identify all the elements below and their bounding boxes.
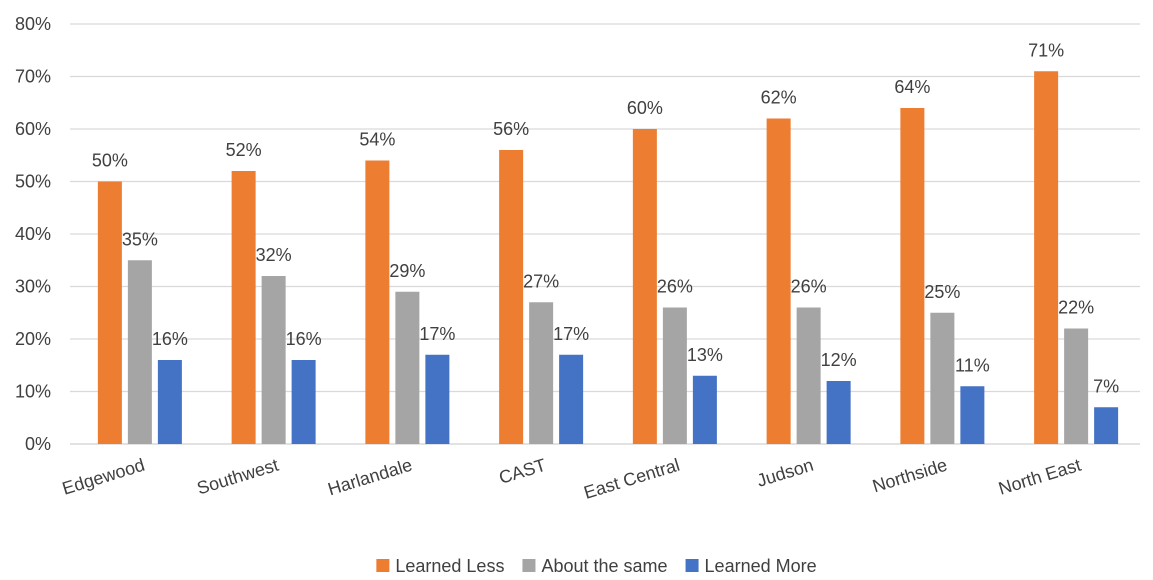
data-label: 22% <box>1058 298 1094 318</box>
bar <box>796 307 821 444</box>
category-label: Southwest <box>195 455 281 499</box>
data-label: 64% <box>894 77 930 97</box>
data-labels: 50% 35% 16% 52% 32% 16% 54% 29% 17% 56% 27% 17% 60% 2… <box>92 40 1119 396</box>
data-label: 11% <box>955 355 990 375</box>
y-tick-label: 80% <box>15 14 51 34</box>
legend-label: Learned Less <box>395 556 504 576</box>
data-label: 26% <box>657 277 693 297</box>
data-label: 16% <box>152 329 188 349</box>
data-label: 60% <box>627 98 663 118</box>
y-tick-label: 70% <box>15 67 51 87</box>
bar <box>395 291 420 444</box>
data-label: 16% <box>286 329 322 349</box>
category-label: East Central <box>581 455 682 503</box>
data-label: 26% <box>791 277 827 297</box>
legend-swatch <box>376 559 390 572</box>
bar <box>97 181 122 444</box>
data-label: 12% <box>821 350 857 370</box>
data-label: 52% <box>226 140 262 160</box>
bar <box>960 386 985 444</box>
bar <box>127 260 152 444</box>
bar <box>632 129 657 444</box>
category-label: North East <box>996 455 1083 499</box>
bar <box>559 354 584 444</box>
bar <box>766 118 791 444</box>
data-label: 17% <box>419 324 455 344</box>
y-tick-label: 30% <box>15 277 51 297</box>
bar <box>365 160 390 444</box>
bar <box>1064 328 1089 444</box>
bar <box>1034 71 1059 444</box>
data-label: 25% <box>924 282 960 302</box>
data-label: 62% <box>761 88 797 108</box>
category-label: Judson <box>754 455 815 491</box>
bar <box>529 302 554 444</box>
y-tick-label: 20% <box>15 329 51 349</box>
data-label: 13% <box>687 345 723 365</box>
legend-label: About the same <box>541 556 667 576</box>
y-tick-label: 50% <box>15 172 51 192</box>
y-tick-label: 10% <box>15 382 51 402</box>
y-axis-ticks: 0% 10% 20% 30% 40% 50% 60% 70% 80% <box>15 14 51 454</box>
bar <box>692 375 717 444</box>
data-label: 56% <box>493 119 529 139</box>
bar <box>291 360 316 444</box>
x-axis-categories: Edgewood Southwest Harlandale CAST East Cent… <box>60 455 1083 503</box>
bar <box>900 108 925 444</box>
gridlines <box>70 23 1140 445</box>
data-label: 35% <box>122 229 158 249</box>
category-label: Harlandale <box>325 455 414 500</box>
y-tick-label: 40% <box>15 224 51 244</box>
bar <box>930 312 955 444</box>
data-label: 7% <box>1093 376 1119 396</box>
category-label: CAST <box>497 455 549 488</box>
legend: Learned Less About the same Learned More <box>376 556 817 576</box>
y-tick-label: 0% <box>25 434 51 454</box>
category-label: Edgewood <box>60 455 147 499</box>
y-tick-label: 60% <box>15 119 51 139</box>
legend-label: Learned More <box>705 556 817 576</box>
bar <box>826 381 851 444</box>
category-label: Northside <box>870 455 950 497</box>
bars <box>97 71 1119 444</box>
bar <box>499 150 524 444</box>
data-label: 17% <box>553 324 589 344</box>
legend-swatch <box>685 559 699 572</box>
data-label: 27% <box>523 271 559 291</box>
bar <box>662 307 687 444</box>
bar <box>157 360 182 444</box>
data-label: 71% <box>1028 40 1064 60</box>
data-label: 32% <box>256 245 292 265</box>
bar <box>1094 407 1119 444</box>
bar <box>231 171 256 444</box>
data-label: 50% <box>92 151 128 171</box>
legend-swatch <box>522 559 536 572</box>
data-label: 54% <box>359 130 395 150</box>
bar <box>425 354 450 444</box>
bar <box>261 276 286 444</box>
data-label: 29% <box>389 261 425 281</box>
